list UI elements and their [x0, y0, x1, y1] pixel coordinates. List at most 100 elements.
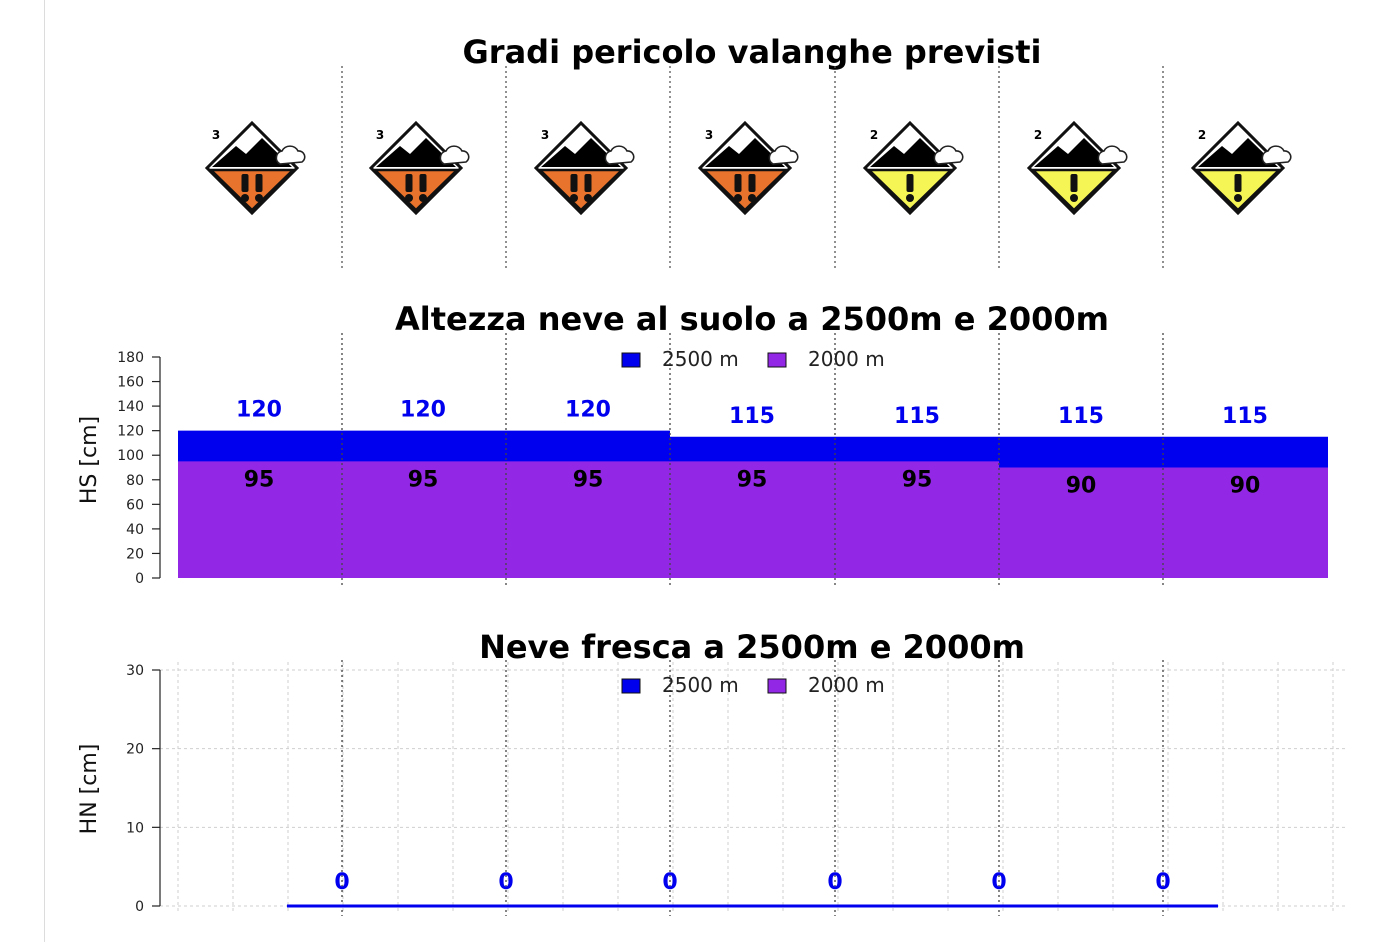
hn-2500m-value-label: 0 — [498, 870, 513, 895]
cloud-icon — [1097, 145, 1128, 165]
avalanche-danger-level-3-icon: 3 — [697, 120, 799, 216]
hn-legend-label: 2000 m — [808, 673, 885, 697]
exclamation-bar — [570, 174, 578, 192]
hs-y-tick-label: 0 — [135, 571, 144, 587]
exclamation-bar — [748, 174, 756, 192]
hs-y-axis-label: HS [cm] — [77, 416, 102, 504]
icon-level-fill — [207, 168, 297, 212]
hs-2500m-value-label: 120 — [236, 398, 282, 423]
exclamation-dot — [570, 194, 578, 202]
icon-mountain — [376, 138, 456, 167]
hn-2500m-value-label: 0 — [334, 870, 349, 895]
exclamation-dot — [241, 194, 249, 202]
exclamation-dot — [255, 194, 263, 202]
exclamation-bar — [1234, 174, 1242, 192]
avalanche-danger-level-2-icon: 2 — [862, 120, 964, 216]
icon-mountain — [1034, 138, 1114, 167]
hn-chart-title: Neve fresca a 2500m e 2000m — [479, 628, 1025, 666]
danger-level-number: 3 — [376, 128, 384, 142]
danger-level-number: 2 — [1034, 128, 1042, 142]
icon-mountain — [705, 138, 785, 167]
hs-y-tick-label: 40 — [126, 522, 144, 538]
left-border — [44, 0, 45, 942]
exclamation-dot — [405, 194, 413, 202]
hn-y-axis-label: HN [cm] — [77, 744, 102, 835]
hs-2000m-value-label: 95 — [573, 467, 604, 492]
avalanche-danger-level-3-icon: 3 — [533, 120, 635, 216]
hs-legend-label: 2000 m — [808, 347, 885, 371]
avalanche-danger-level-2-icon: 2 — [1026, 120, 1128, 216]
hs-chart-title: Altezza neve al suolo a 2500m e 2000m — [395, 300, 1109, 338]
icon-level-fill — [371, 168, 461, 212]
danger-level-number: 3 — [212, 128, 220, 142]
exclamation-bar — [241, 174, 249, 192]
cloud-icon — [768, 145, 799, 165]
hs-2000m-value-label: 95 — [244, 467, 275, 492]
exclamation-bar — [734, 174, 742, 192]
exclamation-dot — [584, 194, 592, 202]
hn-legend-label: 2500 m — [662, 673, 739, 697]
cloud-icon — [1261, 145, 1292, 165]
hs-2000m-value-label: 95 — [737, 467, 768, 492]
hs-y-tick-label: 60 — [126, 497, 144, 513]
exclamation-bar — [419, 174, 427, 192]
hs-legend-swatch — [767, 352, 787, 368]
hn-y-tick-label: 10 — [126, 820, 144, 836]
hn-2500m-value-label: 0 — [827, 870, 842, 895]
exclamation-dot — [419, 194, 427, 202]
avalanche-danger-level-3-icon: 3 — [204, 120, 306, 216]
exclamation-dot — [1070, 194, 1078, 202]
hs-2500m-value-label: 115 — [729, 404, 775, 429]
cloud-icon — [439, 145, 470, 165]
exclamation-bar — [906, 174, 914, 192]
hn-y-tick-label: 30 — [126, 663, 144, 679]
danger-level-number: 3 — [705, 128, 713, 142]
hs-2500m-value-label: 120 — [565, 398, 611, 423]
hs-y-tick-label: 160 — [117, 375, 144, 391]
avalanche-danger-level-3-icon: 3 — [368, 120, 470, 216]
hs-y-tick-label: 20 — [126, 546, 144, 562]
hs-2500m-value-label: 115 — [1058, 404, 1104, 429]
hs-2500m-value-label: 120 — [400, 398, 446, 423]
exclamation-dot — [1234, 194, 1242, 202]
area-2000m — [178, 461, 1328, 578]
hs-y-tick-label: 140 — [117, 399, 144, 415]
cloud-icon — [933, 145, 964, 165]
hs-y-tick-label: 100 — [117, 448, 144, 464]
hn-legend-swatch — [621, 678, 641, 694]
danger-level-number: 2 — [1198, 128, 1206, 142]
exclamation-dot — [748, 194, 756, 202]
hn-legend-swatch — [767, 678, 787, 694]
exclamation-dot — [906, 194, 914, 202]
hs-2000m-value-label: 95 — [902, 467, 933, 492]
cloud-icon — [275, 145, 306, 165]
hn-2500m-value-label: 0 — [1155, 870, 1170, 895]
exclamation-dot — [734, 194, 742, 202]
hn-y-tick-label: 20 — [126, 742, 144, 758]
hs-y-tick-label: 120 — [117, 424, 144, 440]
exclamation-bar — [405, 174, 413, 192]
hn-2500m-value-label: 0 — [662, 870, 677, 895]
exclamation-bar — [1070, 174, 1078, 192]
icon-mountain — [870, 138, 950, 167]
hs-legend-swatch — [621, 352, 641, 368]
hs-2000m-value-label: 90 — [1230, 474, 1261, 499]
danger-level-number: 2 — [870, 128, 878, 142]
hn-y-tick-label: 0 — [135, 899, 144, 915]
exclamation-bar — [255, 174, 263, 192]
hs-2500m-value-label: 115 — [894, 404, 940, 429]
hn-2500m-value-label: 0 — [991, 870, 1006, 895]
danger-chart-title: Gradi pericolo valanghe previsti — [463, 33, 1042, 71]
hs-2000m-value-label: 90 — [1066, 474, 1097, 499]
hs-y-tick-label: 80 — [126, 473, 144, 489]
avalanche-danger-level-2-icon: 2 — [1190, 120, 1292, 216]
hs-legend-label: 2500 m — [662, 347, 739, 371]
exclamation-bar — [584, 174, 592, 192]
icon-level-fill — [536, 168, 626, 212]
icon-mountain — [1198, 138, 1278, 167]
icon-mountain — [541, 138, 621, 167]
cloud-icon — [604, 145, 635, 165]
hs-y-tick-label: 180 — [117, 350, 144, 366]
hs-2500m-value-label: 115 — [1222, 404, 1268, 429]
